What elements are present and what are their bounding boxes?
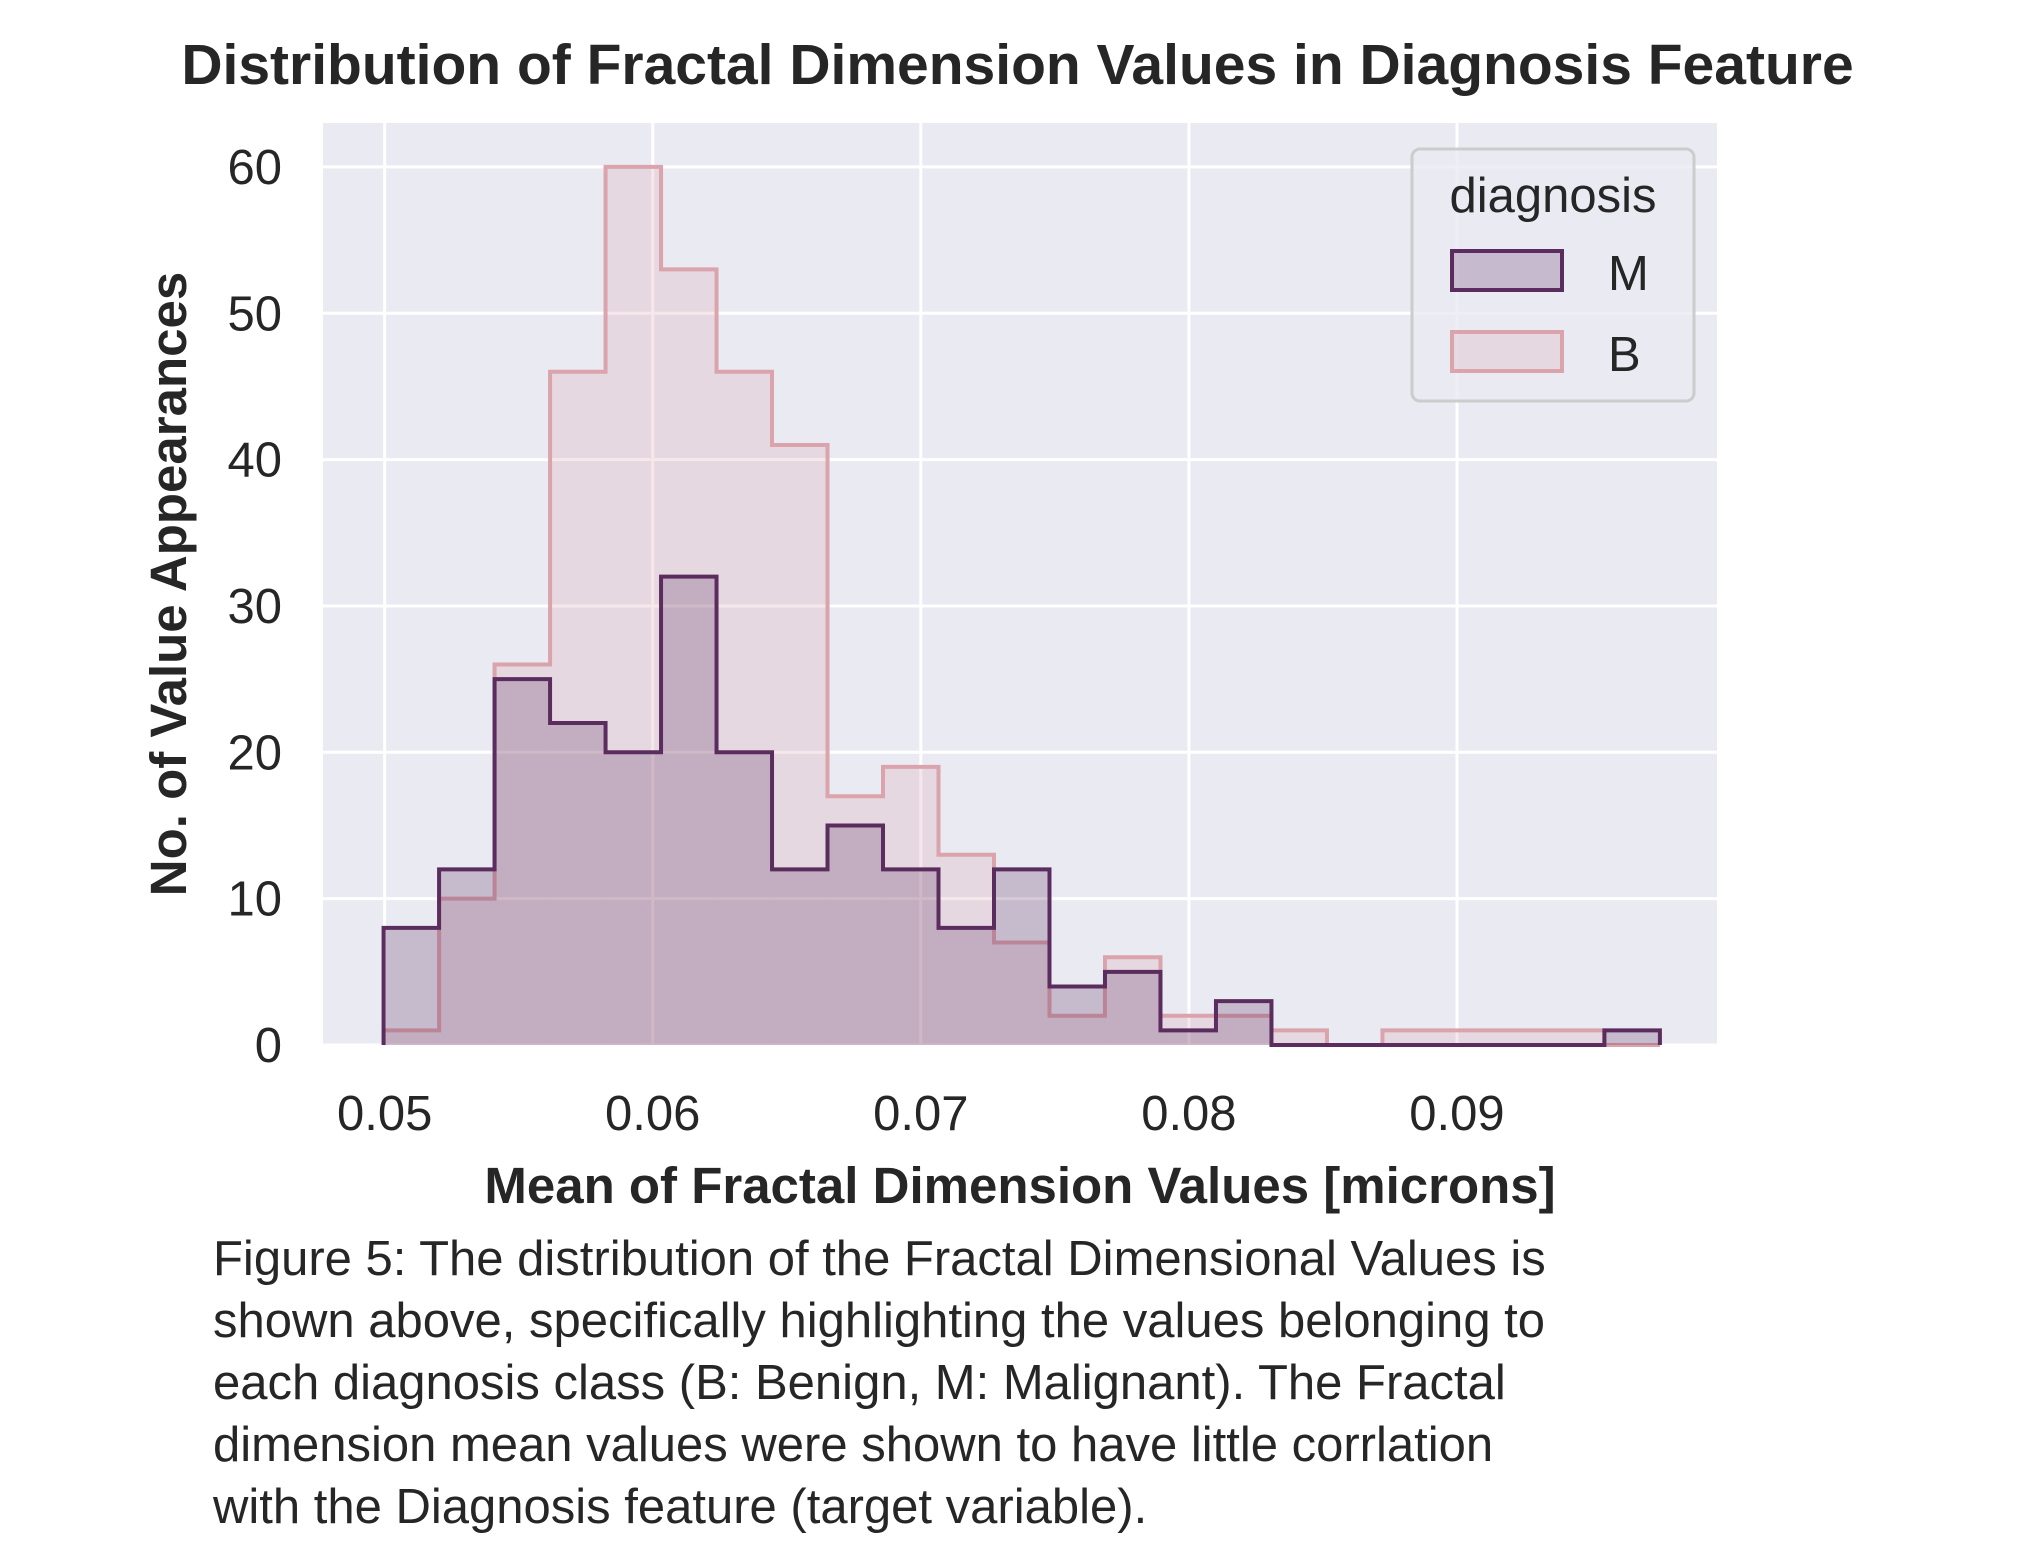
legend-swatch-b [1450,330,1564,373]
bar-m [1160,1030,1216,1045]
x-tick-labels: 0.05 0.06 0.07 0.08 0.09 [337,1087,1505,1141]
bar-b [716,371,773,1045]
figure-caption: Figure 5: The distribution of the Fracta… [213,1228,1973,1538]
caption-line: with the Diagnosis feature (target varia… [213,1480,1148,1534]
x-tick-label: 0.05 [337,1087,432,1141]
legend-frame [1410,147,1696,403]
bar-m [1604,1030,1660,1045]
bar-m [661,576,717,1045]
bar-m [716,752,773,1045]
legend: diagnosis M B [1410,147,1696,403]
bar-m [993,869,1050,1045]
bar-m [1215,1001,1272,1045]
bar-b [1437,1030,1494,1045]
outline-m [381,574,1662,1047]
bar-m [383,927,440,1045]
legend-swatch-m [1450,249,1564,292]
bar-b [1548,1030,1605,1045]
bar-m [550,723,606,1045]
histogram-bars [381,164,1662,1047]
bar-b [661,269,717,1045]
caption-line: Figure 5: The distribution of the Fracta… [213,1232,1546,1286]
y-tick-label: 30 [227,580,282,634]
y-tick-label: 10 [227,873,282,927]
bar-b [494,664,551,1045]
y-tick-label: 60 [227,141,282,195]
caption-line: each diagnosis class (B: Benign, M: Mali… [213,1356,1506,1410]
chart-title: Distribution of Fractal Dimension Values… [181,33,1854,97]
legend-label-m: M [1608,247,1649,301]
bar-m [494,679,551,1045]
y-tick-label: 40 [227,434,282,488]
bar-m [1049,986,1105,1045]
bar-b [883,766,939,1045]
y-tick-label: 50 [227,287,282,341]
bar-b [605,166,662,1045]
x-tick-label: 0.06 [605,1087,700,1141]
legend-title: diagnosis [1449,169,1656,223]
bar-b [1493,1030,1549,1045]
bar-b [938,854,994,1045]
bar-b [772,444,828,1045]
bar-m [605,752,662,1045]
x-tick-label: 0.08 [1141,1087,1236,1141]
y-tick-label: 0 [255,1019,282,1073]
x-tick-label: 0.09 [1409,1087,1504,1141]
bar-b [1049,1015,1105,1045]
caption-line: dimension mean values were shown to have… [213,1418,1494,1472]
x-axis-label: Mean of Fractal Dimension Values [micron… [484,1157,1555,1214]
x-tick-label: 0.07 [873,1087,968,1141]
bar-b [550,371,606,1045]
bar-b [1382,1030,1438,1045]
bar-m [1104,971,1161,1045]
caption-line: shown above, specifically highlighting t… [213,1294,1546,1348]
bar-b [827,796,884,1045]
bar-m [938,927,994,1045]
y-tick-labels: 0 10 20 30 40 50 60 [227,141,282,1073]
series-m [381,574,1662,1047]
y-axis-label: No. of Value Appearances [140,272,197,896]
bar-b [1215,1015,1272,1045]
bar-b [993,942,1050,1045]
bar-m [439,869,495,1045]
bar-m [772,869,828,1045]
legend-label-b: B [1608,328,1641,382]
bar-b [1271,1030,1327,1045]
y-tick-label: 20 [227,726,282,780]
bar-b [439,898,495,1045]
bar-m [883,869,939,1045]
series-b [381,164,1660,1047]
bar-b [383,1030,440,1045]
bar-m [827,825,884,1045]
